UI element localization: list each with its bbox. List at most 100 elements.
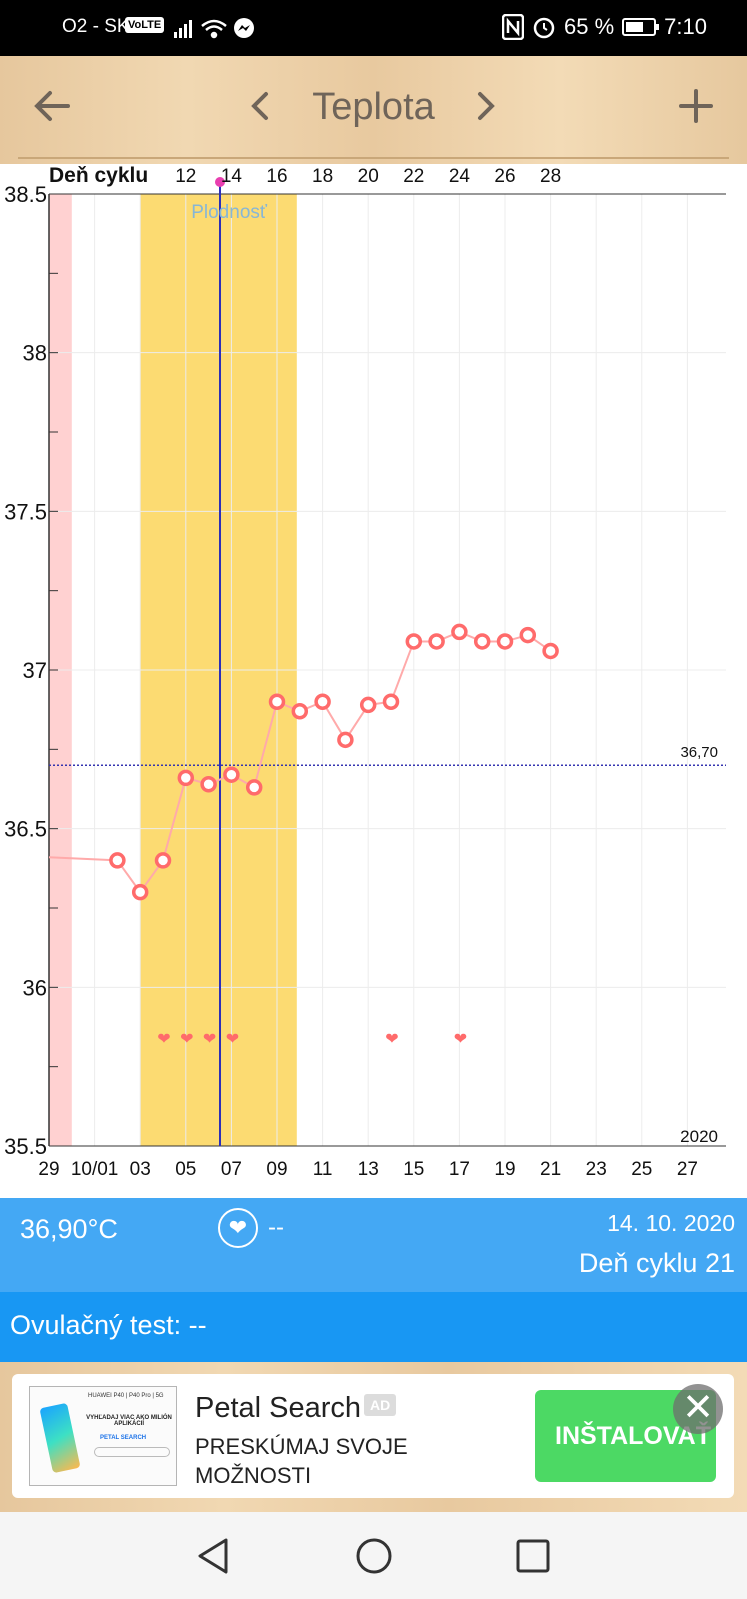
ad-subtitle-line2: MOŽNOSTI — [195, 1463, 312, 1488]
ovulation-test-label: Ovulačný test: -- — [10, 1310, 207, 1340]
temperature-point — [177, 769, 195, 787]
top-tick-label: 16 — [266, 166, 287, 187]
heart-icon: ❤ — [454, 1029, 467, 1048]
ad-badge: AD — [364, 1394, 397, 1416]
chart-labels: 38.5 38 37.5 37 36.5 36 35.5 Deň cyklu 12 14 16 18 2… — [4, 164, 718, 1180]
bottom-tick-label: 19 — [494, 1159, 515, 1180]
ad-subtitle: PRESKÚMAJ SVOJE MOŽNOSTI — [195, 1432, 408, 1490]
plus-icon[interactable] — [678, 88, 714, 124]
wifi-icon — [201, 19, 227, 39]
temperature-point — [359, 696, 377, 714]
temperature-point — [314, 693, 331, 710]
temperature-point — [268, 693, 286, 710]
temperature-point — [109, 852, 126, 869]
bottom-tick-label: 27 — [677, 1159, 698, 1180]
bottom-tick-label: 21 — [540, 1159, 561, 1180]
volte-badge: VoLTE — [125, 17, 165, 33]
clock: 7:10 — [664, 14, 707, 39]
chevron-left-icon[interactable] — [248, 90, 272, 122]
y-tick-label: 38.5 — [4, 182, 47, 207]
system-nav-bar — [0, 1512, 747, 1599]
ad-thumb-headline: VYHĽADAJ VIAC AKO MILIÓN APLIKÁCIÍ — [86, 1415, 172, 1427]
info-panel[interactable]: 36,90°C ❤ -- 14. 10. 2020 Deň cyklu 21 — [0, 1198, 747, 1292]
phone-image — [39, 1402, 81, 1474]
top-tick-label: 22 — [403, 166, 424, 187]
arrow-left-icon[interactable] — [32, 86, 72, 126]
header-divider — [18, 157, 729, 159]
heart-icon: ❤ — [203, 1029, 216, 1048]
y-tick-label: 37 — [23, 658, 47, 683]
bottom-tick-label: 05 — [175, 1159, 196, 1180]
top-tick-label: 14 — [221, 166, 243, 187]
status-bar: O2 - SK VoLTE 65 % 7:10 — [0, 0, 747, 56]
heart-icon: ❤ — [180, 1029, 193, 1048]
signal-icon — [174, 20, 192, 38]
temperature-point — [542, 642, 559, 660]
heart-icon: ❤ — [226, 1029, 239, 1048]
heart-value: -- — [268, 1214, 284, 1241]
selected-date: 14. 10. 2020 — [607, 1210, 735, 1236]
status-right: 65 % 7:10 — [502, 14, 707, 40]
ovulation-marker — [215, 177, 225, 187]
bottom-tick-label: 09 — [266, 1159, 287, 1180]
ad-title[interactable]: Petal Search — [195, 1392, 362, 1424]
temperature-point — [405, 633, 423, 650]
bottom-tick-label: 10/01 — [71, 1159, 119, 1180]
ad-subtitle-line1: PRESKÚMAJ SVOJE — [195, 1434, 408, 1459]
temperature-point — [245, 779, 263, 796]
temperature-point — [291, 703, 309, 720]
y-tick-label: 35.5 — [4, 1134, 47, 1159]
chart-grid — [48, 193, 726, 1147]
bottom-tick-label: 29 — [38, 1159, 59, 1180]
bottom-tick-label: 15 — [403, 1159, 424, 1180]
chevron-right-icon[interactable] — [474, 90, 498, 122]
top-tick-label: 28 — [540, 166, 561, 187]
back-triangle-icon[interactable] — [196, 1536, 232, 1576]
temperature-chart[interactable]: ❤ ❤ ❤ ❤ ❤ ❤ 38.5 38 37.5 37 36.5 36 35.5 Deň cyklu 12… — [0, 164, 747, 1198]
ovulation-test-row[interactable]: Ovulačný test: -- — [0, 1292, 747, 1362]
y-tick-label: 38 — [23, 341, 47, 366]
close-icon[interactable]: ✕ — [673, 1384, 723, 1434]
current-temperature: 36,90°C — [20, 1214, 118, 1244]
home-circle-icon[interactable] — [354, 1536, 394, 1576]
page-title: Teplota — [312, 86, 435, 128]
bottom-tick-label: 07 — [221, 1159, 242, 1180]
temperature-point — [473, 633, 491, 650]
temperature-point — [154, 852, 172, 869]
bottom-tick-label: 23 — [586, 1159, 607, 1180]
top-tick-label: 12 — [175, 166, 196, 187]
fertile-label: Plodnosť — [191, 202, 268, 223]
temperature-point — [382, 693, 400, 710]
battery-percent: 65 % — [564, 14, 615, 39]
ad-banner[interactable]: HUAWEI P40 | P40 Pro | 5G VYHĽADAJ VIAC … — [12, 1374, 734, 1498]
temperature-point — [131, 883, 149, 901]
carrier-label: O2 - SK — [62, 16, 130, 37]
signal-wifi-icons — [174, 18, 254, 39]
top-tick-label: 26 — [494, 166, 515, 187]
temperature-point — [337, 731, 354, 749]
ad-area: HUAWEI P40 | P40 Pro | 5G VYHĽADAJ VIAC … — [0, 1362, 747, 1512]
bottom-tick-label: 11 — [313, 1159, 333, 1180]
alarm-icon — [533, 17, 555, 39]
heart-icon: ❤ — [385, 1029, 398, 1048]
top-tick-label: 20 — [358, 166, 379, 187]
temperature-point — [496, 633, 514, 650]
bottom-tick-label: 25 — [631, 1159, 652, 1180]
ad-thumb-logo-text: PETAL SEARCH — [100, 1435, 147, 1441]
year-label: 2020 — [680, 1127, 718, 1146]
ad-thumb-searchbar — [94, 1447, 170, 1457]
nfc-icon — [502, 14, 525, 40]
battery-icon — [622, 18, 660, 36]
top-tick-label: 24 — [449, 166, 471, 187]
heart-icon[interactable]: ❤ — [218, 1208, 258, 1248]
chart-svg[interactable]: ❤ ❤ ❤ ❤ ❤ ❤ 38.5 38 37.5 37 36.5 36 35.5 Deň cyklu 12… — [0, 164, 747, 1198]
temperature-line — [48, 630, 552, 894]
bottom-tick-label: 13 — [358, 1159, 379, 1180]
temperature-point — [519, 626, 537, 644]
chart-markers: ❤ ❤ ❤ ❤ ❤ ❤ — [109, 177, 559, 1048]
top-axis-label: Deň cyklu — [49, 164, 148, 187]
recents-square-icon[interactable] — [515, 1538, 551, 1574]
ad-thumbnail[interactable]: HUAWEI P40 | P40 Pro | 5G VYHĽADAJ VIAC … — [29, 1386, 177, 1486]
coverline-label: 36,70 — [680, 744, 718, 761]
y-tick-label: 36 — [23, 975, 47, 1000]
